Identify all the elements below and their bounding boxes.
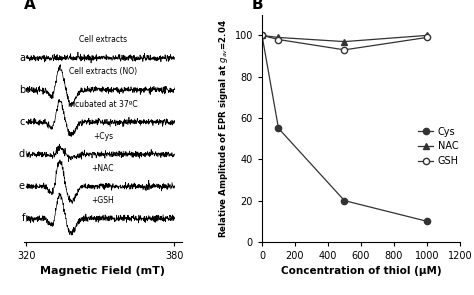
Legend: Cys, NAC, GSH: Cys, NAC, GSH bbox=[419, 127, 459, 166]
Text: +GSH: +GSH bbox=[91, 196, 114, 205]
Cys bbox=[342, 199, 347, 202]
Y-axis label: Relative Amplitude of EPR signal at $g_{av}$=2.04: Relative Amplitude of EPR signal at $g_{… bbox=[218, 19, 230, 238]
Text: Cell extracts: Cell extracts bbox=[79, 35, 127, 44]
Text: Incubated at 37ºC: Incubated at 37ºC bbox=[68, 100, 137, 109]
GSH bbox=[342, 48, 347, 52]
Text: Cell extracts (NO): Cell extracts (NO) bbox=[69, 68, 137, 76]
Line: GSH: GSH bbox=[259, 32, 430, 53]
Text: B: B bbox=[252, 0, 264, 12]
Text: e: e bbox=[19, 181, 25, 191]
Line: Cys: Cys bbox=[259, 32, 430, 224]
Text: f: f bbox=[21, 214, 25, 223]
Text: d: d bbox=[19, 149, 25, 159]
GSH bbox=[424, 36, 429, 39]
GSH bbox=[276, 38, 282, 41]
NAC bbox=[342, 40, 347, 43]
Text: b: b bbox=[18, 85, 25, 95]
Cys bbox=[276, 127, 282, 130]
Line: NAC: NAC bbox=[259, 32, 430, 45]
NAC bbox=[276, 36, 282, 39]
Cys bbox=[259, 34, 265, 37]
X-axis label: Concentration of thiol (μM): Concentration of thiol (μM) bbox=[281, 266, 441, 276]
Text: +Cys: +Cys bbox=[93, 132, 113, 141]
Text: a: a bbox=[19, 53, 25, 63]
NAC bbox=[259, 34, 265, 37]
NAC bbox=[424, 34, 429, 37]
X-axis label: Magnetic Field (mT): Magnetic Field (mT) bbox=[40, 266, 165, 276]
Text: A: A bbox=[24, 0, 36, 12]
Cys bbox=[424, 219, 429, 223]
Text: c: c bbox=[19, 117, 25, 127]
Text: +NAC: +NAC bbox=[91, 164, 114, 173]
GSH bbox=[259, 34, 265, 37]
